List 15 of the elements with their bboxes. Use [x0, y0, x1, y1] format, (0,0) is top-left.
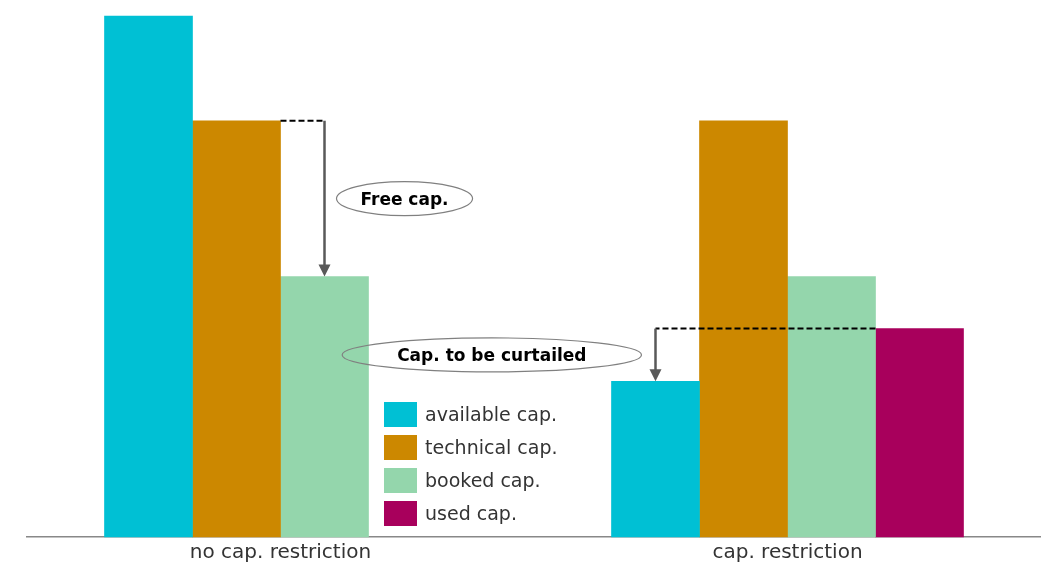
bar: [787, 276, 876, 538]
annotation: Free cap.: [360, 188, 449, 209]
legend-label: booked cap.: [425, 469, 541, 491]
legend-label: technical cap.: [425, 436, 558, 458]
bar: [192, 120, 281, 538]
x-tick-label: no cap. restriction: [189, 539, 372, 564]
bar: [280, 276, 369, 538]
bar: [611, 380, 700, 538]
bar: [875, 328, 964, 538]
annotation: Cap. to be curtailed: [397, 344, 587, 365]
bar: [104, 15, 193, 538]
bar: [699, 120, 788, 538]
legend-label: used cap.: [425, 502, 517, 524]
x-tick-label: cap. restriction: [712, 539, 863, 564]
legend-label: available cap.: [425, 403, 557, 425]
